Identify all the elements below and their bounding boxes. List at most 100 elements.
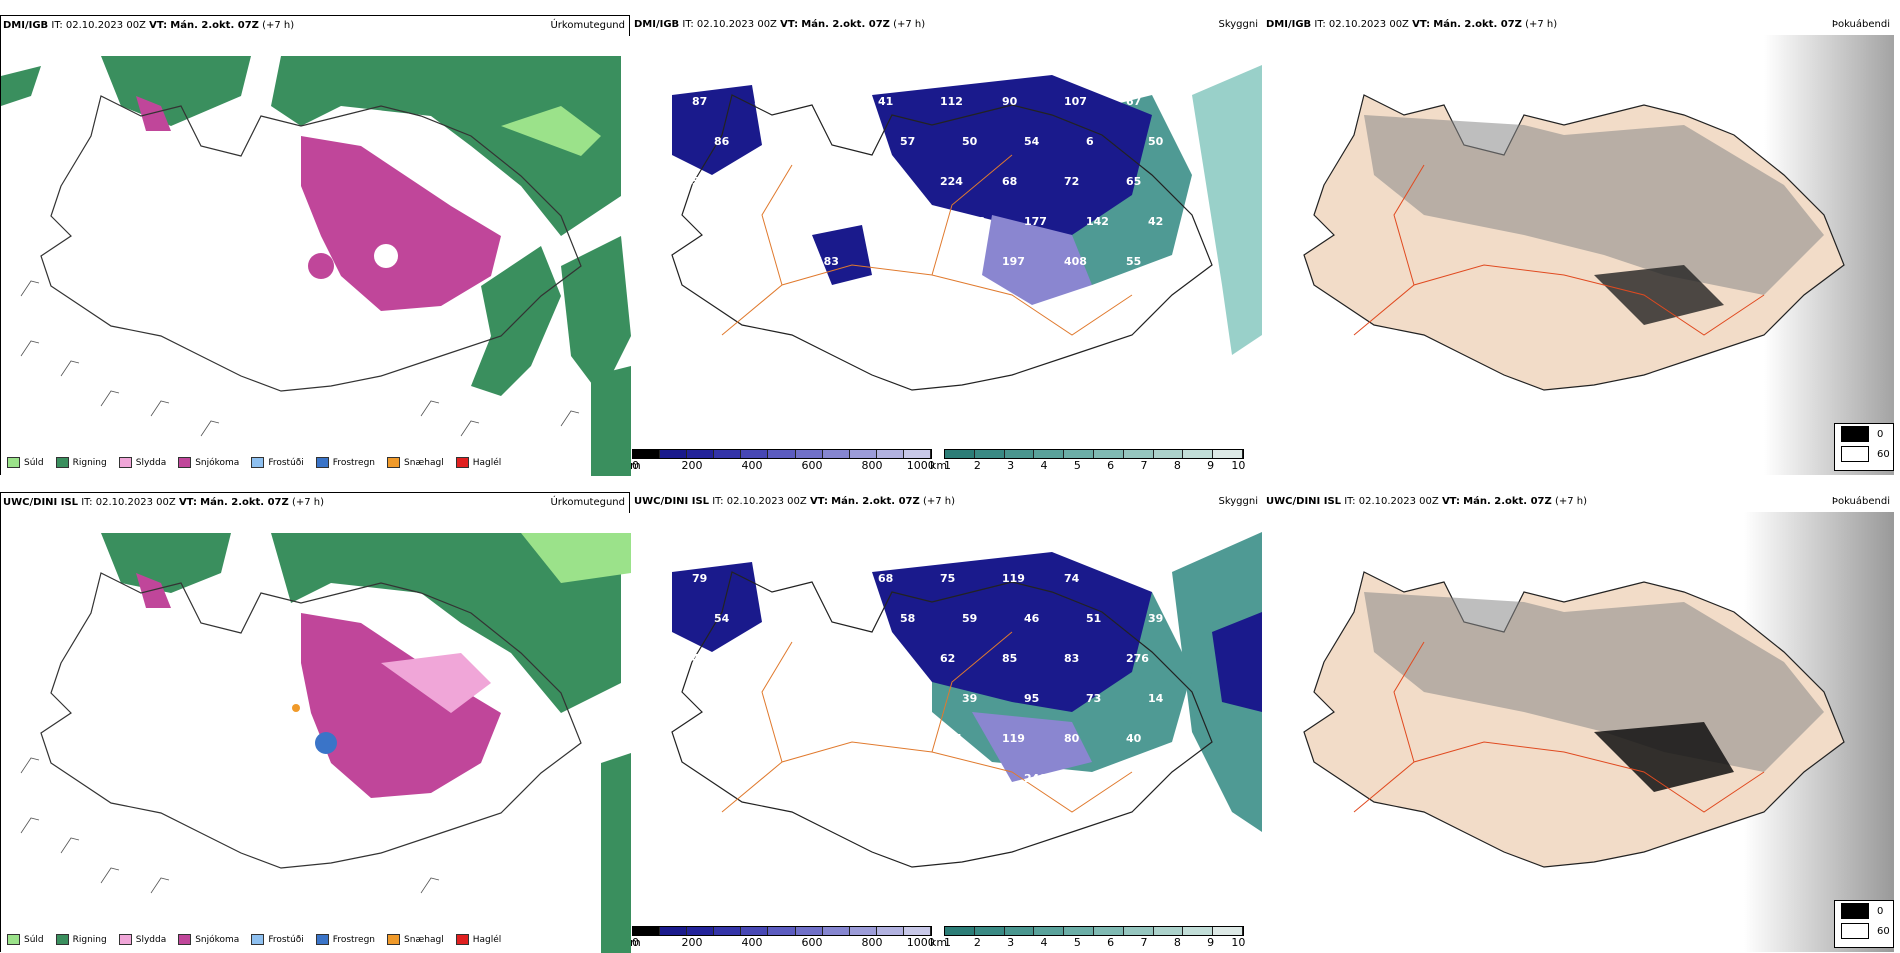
fog-key: 0 60 <box>1834 900 1894 948</box>
panel-header: DMI/IGB IT: 02.10.2023 00Z VT: Mán. 2.ok… <box>1266 19 1558 30</box>
scale-step <box>714 450 742 458</box>
visibility-value-label: 183 <box>816 255 839 268</box>
visibility-value-label: 63 <box>776 135 791 148</box>
visibility-value-label: 42 <box>962 295 977 308</box>
scale-tick: 5 <box>1073 936 1081 949</box>
visibility-value-label: 73 <box>754 255 769 268</box>
legend-label: Frostregn <box>332 457 376 468</box>
scale-tick: 9 <box>1207 459 1215 472</box>
visibility-value-label: 41 <box>878 95 893 108</box>
scale-step <box>1093 927 1124 935</box>
visibility-value-label: 50 <box>1148 135 1164 148</box>
visibility-value-label: 66 <box>776 692 792 705</box>
precip-map <box>1 36 631 476</box>
rain-area <box>1 66 41 106</box>
visibility-scale-m: m 0 200 400 600 800 1000 <box>630 449 935 475</box>
scale-step <box>849 927 877 935</box>
legend-item: Haglél <box>455 457 502 468</box>
visibility-value-label: 14 <box>1148 692 1164 705</box>
visibility-value-label: 52 <box>776 612 791 625</box>
visibility-value-label: 6 <box>1086 135 1094 148</box>
scale-step <box>768 927 796 935</box>
rain-area <box>271 56 621 236</box>
scale-tick: 0 <box>632 936 639 949</box>
scale-tick: 4 <box>1040 936 1048 949</box>
visibility-value-label: 44 <box>692 652 708 665</box>
roads <box>1353 164 1765 336</box>
scale-tick: 600 <box>801 936 823 949</box>
visibility-value-label: 276 <box>1126 652 1149 665</box>
scale-step <box>660 927 688 935</box>
visibility-value-label: 301 <box>962 772 985 785</box>
scale-step <box>1004 927 1035 935</box>
scale-step <box>974 450 1005 458</box>
rain-area <box>101 56 251 126</box>
legend-label: Rigning <box>72 934 107 945</box>
legend-item: Súld <box>7 934 44 945</box>
scale-step <box>1153 450 1184 458</box>
visibility-value-label: 76 <box>754 572 770 585</box>
visibility-value-label: 75 <box>940 572 955 585</box>
legend-label: Rigning <box>72 457 107 468</box>
panel-header: UWC/DINI ISL IT: 02.10.2023 00Z VT: Mán.… <box>1266 496 1587 507</box>
visibility-value-label: 121 <box>940 732 963 745</box>
scale-step <box>822 450 850 458</box>
legend-swatch <box>118 457 132 468</box>
scale-tick: 2 <box>973 936 981 949</box>
legend-item: Snæhagl <box>387 457 444 468</box>
drizzle-area <box>501 106 601 156</box>
visibility-value-label: 19 <box>1148 772 1163 785</box>
scale-step <box>903 927 932 935</box>
scale-tick: 1 <box>944 459 951 472</box>
visibility-value-label: 10 <box>692 812 708 825</box>
visibility-value-label: 42 <box>1148 215 1163 228</box>
legend-item: Rigning <box>55 934 107 945</box>
visibility-value-label: 79 <box>692 572 707 585</box>
legend-item: Rigning <box>55 457 107 468</box>
scale-tick: 2 <box>973 459 981 472</box>
legend-item: Snæhagl <box>387 934 444 945</box>
visibility-value-label: 108 <box>816 652 839 665</box>
visibility-value-label: 45 <box>838 692 853 705</box>
scale-step <box>1123 450 1154 458</box>
legend-item: Slydda <box>118 457 166 468</box>
visibility-value-label: 87 <box>692 95 707 108</box>
scale-step <box>687 927 715 935</box>
scale-step <box>741 450 769 458</box>
legend-label: Frostregn <box>332 934 376 945</box>
snow-area <box>308 253 334 279</box>
legend-label: Haglél <box>472 457 502 468</box>
visibility-value-label: 58 <box>900 612 915 625</box>
scale-tick: 6 <box>1107 459 1115 472</box>
precip-legend: Súld Rigning Slydda Snjókoma Frostúði Frostre… <box>1 457 507 468</box>
legend-label: Frostúði <box>268 934 304 945</box>
scale-tick: 0 <box>632 459 639 472</box>
scale-step <box>633 927 661 935</box>
scale-tick: 7 <box>1140 936 1148 949</box>
visibility-value-label: 51 <box>1086 612 1101 625</box>
visibility-value-label: 50 <box>962 135 978 148</box>
panel-header: DMI/IGB IT: 02.10.2023 00Z VT: Mán. 2.ok… <box>634 19 926 30</box>
visibility-value-label: 39 <box>962 692 977 705</box>
scale-tick: 800 <box>861 936 883 949</box>
legend-label: Snjókoma <box>195 934 240 945</box>
scale-step <box>795 450 823 458</box>
scale-tick: 8 <box>1173 936 1181 949</box>
visibility-value-label: 57 <box>900 135 915 148</box>
visibility-value-label: 42 <box>754 175 769 188</box>
wind-barbs <box>20 280 580 437</box>
visibility-value-label: 62 <box>940 652 955 665</box>
legend-item: Snjókoma <box>178 457 239 468</box>
legend-item: Frostregn <box>315 457 376 468</box>
scale-step <box>1183 927 1214 935</box>
scale-tick: 800 <box>861 459 883 472</box>
visibility-value-label: 86 <box>900 295 916 308</box>
scale-step <box>1064 927 1094 935</box>
visibility-value-label: 46 <box>1024 612 1040 625</box>
visibility-value-label: 72 <box>1064 175 1079 188</box>
visibility-value-label: 119 <box>1002 572 1025 585</box>
precip-map <box>1 513 631 953</box>
visibility-value-label: 95 <box>1024 692 1039 705</box>
visibility-value-label: 86 <box>714 135 730 148</box>
legend-swatch <box>455 457 469 468</box>
